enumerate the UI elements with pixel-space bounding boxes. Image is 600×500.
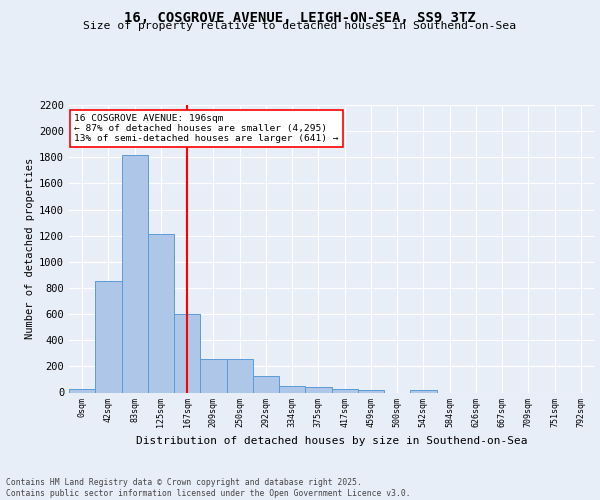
Bar xyxy=(200,358,227,392)
Bar xyxy=(121,154,148,392)
Text: Size of property relative to detached houses in Southend-on-Sea: Size of property relative to detached ho… xyxy=(83,21,517,31)
Bar xyxy=(305,388,331,392)
Text: 16, COSGROVE AVENUE, LEIGH-ON-SEA, SS9 3TZ: 16, COSGROVE AVENUE, LEIGH-ON-SEA, SS9 3… xyxy=(124,11,476,25)
Bar xyxy=(174,314,200,392)
Text: Contains HM Land Registry data © Crown copyright and database right 2025.
Contai: Contains HM Land Registry data © Crown c… xyxy=(6,478,410,498)
Bar xyxy=(331,388,358,392)
Bar xyxy=(358,390,384,392)
Y-axis label: Number of detached properties: Number of detached properties xyxy=(25,158,35,340)
Bar xyxy=(279,386,305,392)
Bar xyxy=(227,358,253,392)
Text: 16 COSGROVE AVENUE: 196sqm
← 87% of detached houses are smaller (4,295)
13% of s: 16 COSGROVE AVENUE: 196sqm ← 87% of deta… xyxy=(74,114,339,144)
X-axis label: Distribution of detached houses by size in Southend-on-Sea: Distribution of detached houses by size … xyxy=(136,436,527,446)
Bar xyxy=(410,390,437,392)
Bar xyxy=(95,282,121,393)
Bar xyxy=(253,376,279,392)
Bar xyxy=(148,234,174,392)
Bar xyxy=(69,389,95,392)
